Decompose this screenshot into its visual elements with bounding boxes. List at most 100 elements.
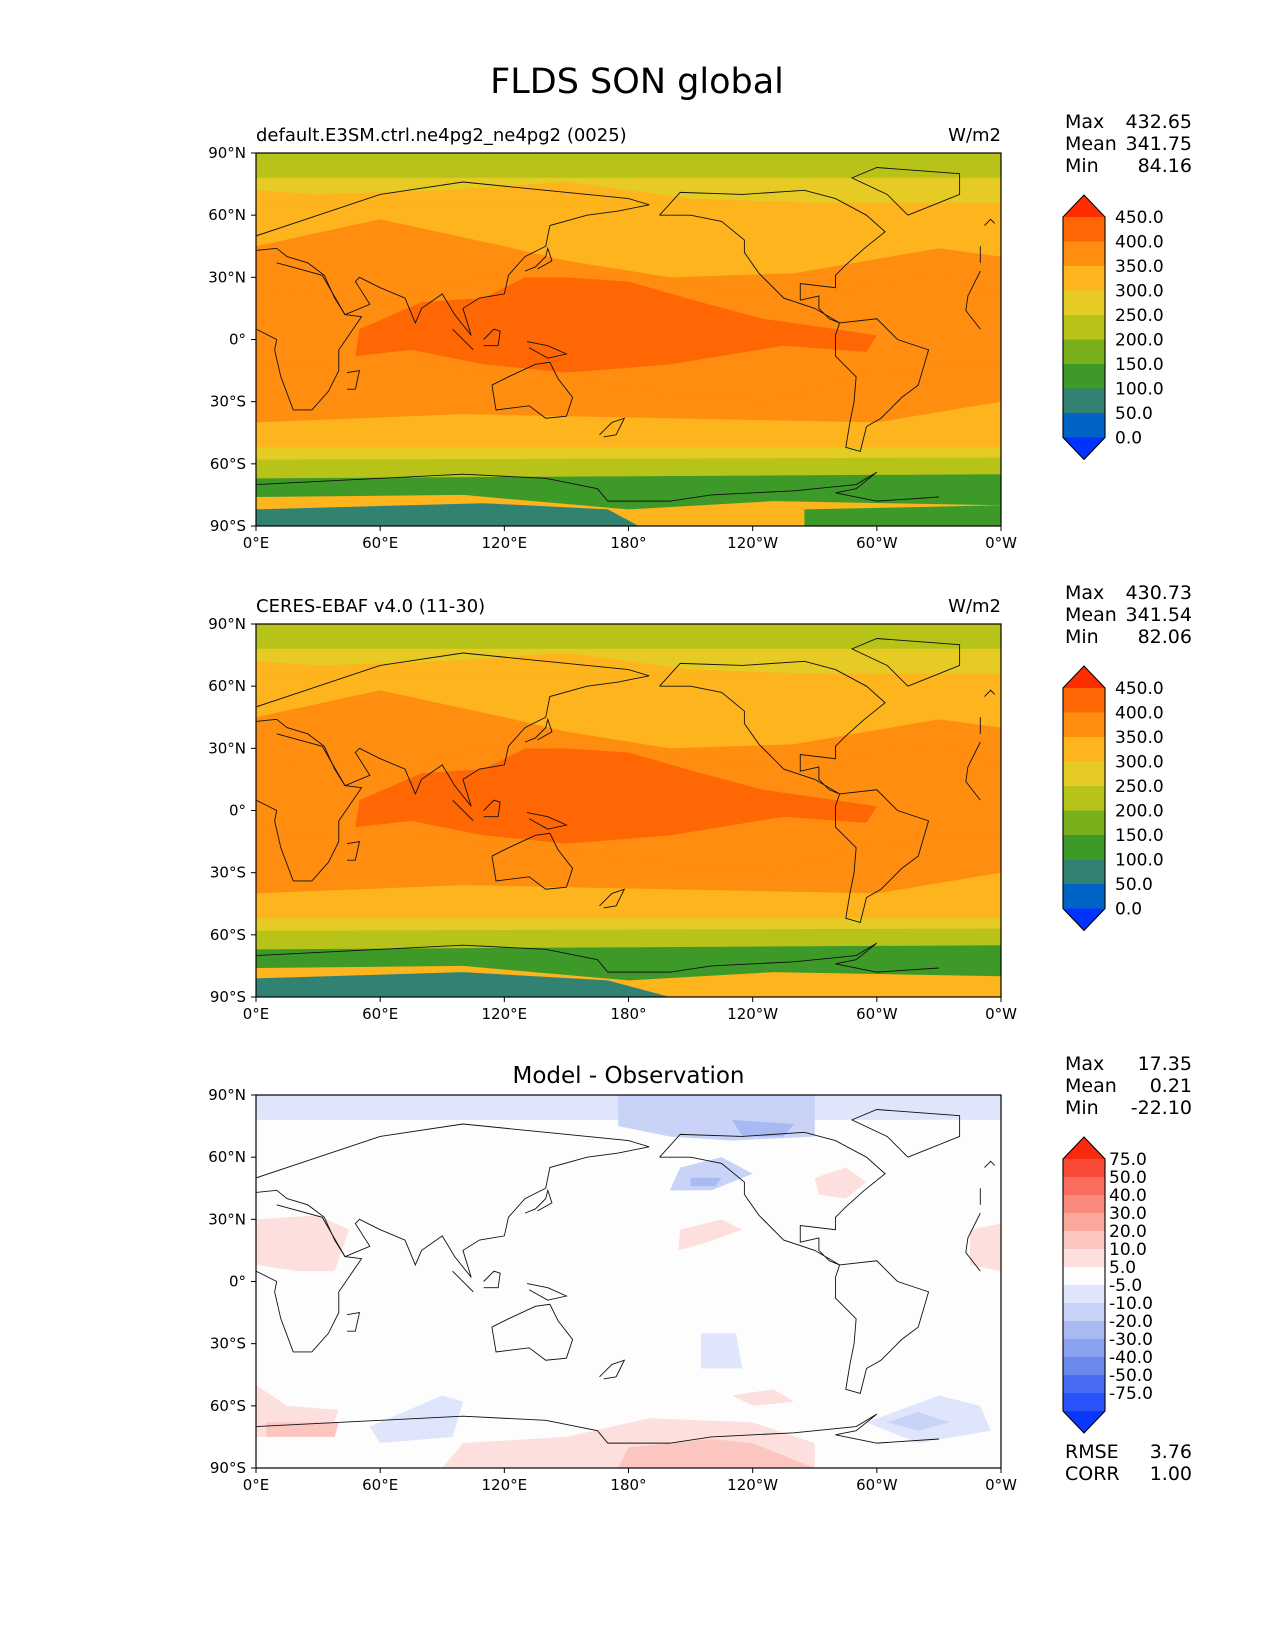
colorbar-swatch	[1063, 1321, 1105, 1340]
colorbar-swatch	[1063, 1285, 1105, 1304]
colorbar-outline	[1062, 1136, 1106, 1434]
colorbar-swatch	[1063, 1195, 1105, 1214]
colorbar-label: 200.0	[1115, 331, 1164, 351]
stat-max-value: 430.73	[1126, 582, 1192, 604]
colorbar-label: 30.0	[1109, 1204, 1147, 1224]
y-tick-label: 90°S	[210, 988, 246, 1006]
colorbar-label: 100.0	[1115, 851, 1164, 871]
contour-band	[369, 1395, 463, 1444]
contour-band	[678, 1219, 743, 1251]
y-tick-label: 0°	[229, 331, 246, 349]
coastline	[599, 1359, 626, 1380]
colorbar-label: 200.0	[1115, 802, 1164, 822]
x-tick-label: 180°	[610, 1005, 646, 1023]
colorbar-extend-max	[1063, 195, 1105, 217]
coastline	[834, 789, 930, 923]
contour-band	[256, 928, 1001, 950]
coastline	[965, 270, 981, 330]
stat-max-value: 432.65	[1126, 111, 1192, 133]
x-tick-label: 180°	[610, 534, 646, 552]
stat-mean-label: Mean	[1065, 1075, 1117, 1097]
map-field	[256, 1095, 1001, 1468]
colorbar-label: 450.0	[1115, 679, 1164, 699]
y-tick-label: 60°N	[208, 677, 246, 695]
units-label: W/m2	[948, 596, 1001, 617]
colorbar-swatch	[1063, 761, 1105, 787]
coastline	[527, 812, 568, 830]
coastline	[850, 1109, 961, 1158]
y-tick-label: 30°S	[210, 1335, 246, 1353]
panel-difference: 0°E 60°E 120°E 180° 120°W 60°W 0°W 90°N 60°N 30°N…	[208, 1053, 1192, 1494]
y-tick-label: 0°	[229, 1273, 246, 1291]
metric-corr-label: CORR	[1065, 1463, 1120, 1485]
colorbar-label: 0.0	[1115, 900, 1142, 920]
coastline	[491, 361, 574, 419]
colorbar-swatch	[1063, 241, 1105, 267]
colorbar-extend-max	[1063, 666, 1105, 688]
y-tick-label: 60°S	[210, 926, 246, 944]
stat-max-value: 17.35	[1138, 1053, 1192, 1075]
colorbar-swatch	[1063, 737, 1105, 762]
stat-mean-label: Mean	[1065, 133, 1117, 155]
colorbar-label: -10.0	[1109, 1294, 1153, 1314]
colorbar-label: -30.0	[1109, 1330, 1153, 1350]
colorbar-extend-min	[1063, 908, 1105, 931]
y-tick-label: 90°S	[210, 1459, 246, 1477]
colorbar-swatch	[1063, 1357, 1105, 1376]
x-tick-label: 0°W	[985, 1476, 1017, 1494]
coastline	[524, 246, 553, 272]
panel-title: Model - Observation	[512, 1063, 744, 1089]
colorbar-label: 300.0	[1115, 753, 1164, 773]
contour-band	[256, 153, 1001, 178]
x-tick-label: 0°W	[985, 534, 1017, 552]
colorbar-extend-max	[1063, 1137, 1105, 1159]
colorbar-outline	[1062, 665, 1106, 932]
colorbar-label: 50.0	[1109, 1168, 1147, 1188]
coastline	[834, 1260, 930, 1394]
colorbar-label: 100.0	[1115, 380, 1164, 400]
contour-band	[256, 624, 1001, 649]
colorbar-swatch	[1063, 1231, 1105, 1250]
colorbar-swatch	[1063, 339, 1105, 365]
colorbar-label: 75.0	[1109, 1150, 1147, 1170]
coastline	[599, 417, 626, 438]
colorbar-swatch	[1063, 217, 1105, 242]
coastline	[483, 799, 501, 818]
x-tick-label: 60°E	[362, 1476, 398, 1494]
figure-title: FLDS SON global	[490, 62, 784, 102]
colorbar-label: 5.0	[1109, 1258, 1136, 1278]
stat-min-label: Min	[1065, 155, 1099, 177]
colorbar-swatch	[1063, 1177, 1105, 1196]
colorbar-swatch	[1063, 1339, 1105, 1358]
contour-band	[256, 457, 1001, 479]
coastline	[256, 942, 939, 973]
x-tick-label: 120°W	[727, 1005, 778, 1023]
contour-band	[256, 474, 1001, 510]
colorbar: 450.0 400.0 350.0 300.0 250.0 200.0 150.0 100.0…	[1062, 665, 1164, 932]
coastline	[527, 1283, 568, 1301]
x-tick-label: 120°E	[482, 534, 528, 552]
stat-min-value: 84.16	[1138, 155, 1192, 177]
colorbar-label: -50.0	[1109, 1366, 1153, 1386]
colorbar-label: 10.0	[1109, 1240, 1147, 1260]
stat-mean-value: 341.75	[1126, 133, 1192, 155]
colorbar-swatch	[1063, 388, 1105, 414]
contour-band	[731, 1389, 795, 1406]
colorbar-swatch	[1063, 688, 1105, 713]
colorbar-swatch	[1063, 786, 1105, 811]
x-tick-label: 180°	[610, 1476, 646, 1494]
colorbar-label: 50.0	[1115, 404, 1153, 424]
colorbar-label: 50.0	[1115, 875, 1153, 895]
coastline	[984, 689, 996, 697]
contour-band	[256, 918, 1001, 931]
y-tick-label: 60°S	[210, 1397, 246, 1415]
coastline	[659, 660, 886, 795]
contour-band	[969, 1223, 1001, 1272]
x-tick-label: 60°E	[362, 1005, 398, 1023]
coastline	[491, 832, 574, 890]
colorbar-swatch	[1063, 884, 1105, 909]
x-tick-label: 0°E	[243, 1005, 270, 1023]
coastline	[659, 189, 886, 324]
coastline	[850, 638, 961, 687]
y-tick-label: 60°S	[210, 455, 246, 473]
